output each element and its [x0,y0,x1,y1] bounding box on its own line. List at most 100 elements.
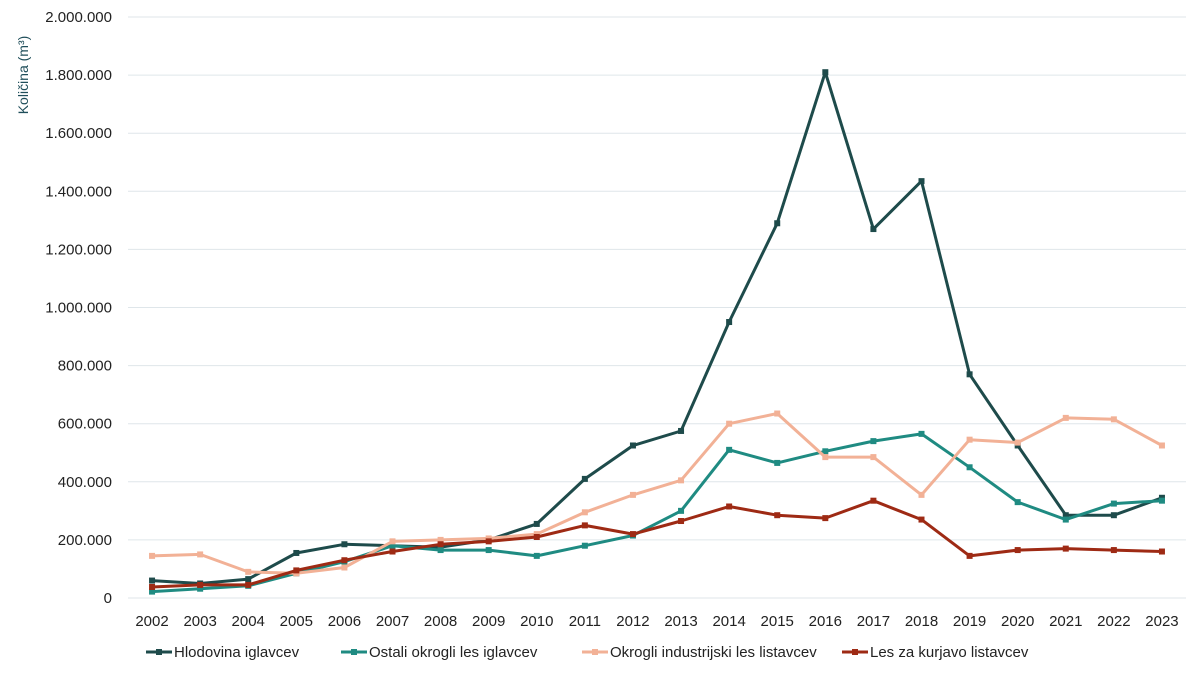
series-1 [149,69,1165,587]
data-point [1062,516,1069,523]
data-point [1014,499,1021,506]
data-point [533,552,540,559]
y-tick-label: 1.600.000 [45,125,112,142]
y-tick-label: 200.000 [58,532,112,549]
legend-item: Okrogli industrijski les listavcev [582,644,817,661]
x-tick-label: 2018 [905,613,938,630]
data-point [485,547,492,554]
gridlines [128,16,1186,599]
data-point [774,512,781,519]
series-line [150,499,1164,589]
data-point [966,464,973,471]
data-point [197,581,204,588]
data-point [629,531,636,538]
x-tick-label: 2016 [809,613,842,630]
data-point [197,551,204,558]
x-tick-label: 2011 [569,613,601,630]
data-point [1062,545,1069,552]
legend-label: Ostali okrogli les iglavcev [369,644,538,661]
data-point [678,518,685,525]
x-tick-label: 2007 [376,613,409,630]
data-point [1062,414,1069,421]
data-point [726,503,733,510]
data-point [822,69,829,76]
x-tick-label: 2010 [520,613,553,630]
data-point [1158,497,1165,504]
data-point [341,564,348,571]
data-point [149,583,156,590]
data-point [533,520,540,527]
data-point [966,552,973,559]
series-2 [149,430,1165,595]
x-tick-label: 2014 [712,613,745,630]
data-point [581,509,588,516]
x-tick-label: 2020 [1001,613,1034,630]
x-axis-ticks: 2002 2003 2004 2005 2006 2007 2008 2009 2010 2011… [135,613,1178,630]
data-point [629,491,636,498]
data-point [1158,548,1165,555]
legend-label: Hlodovina iglavcev [174,644,300,661]
y-axis-title: Količina (m³) [15,36,31,115]
x-tick-label: 2006 [328,613,361,630]
series-3 [149,410,1165,577]
series-line [150,70,1164,585]
data-point [822,454,829,461]
x-tick-label: 2013 [664,613,697,630]
data-point [1014,547,1021,554]
data-point [774,459,781,466]
data-point [533,533,540,540]
data-point [966,436,973,443]
data-point [774,410,781,417]
data-point [726,319,733,326]
data-point [149,588,156,595]
data-point [389,538,396,545]
y-tick-label: 800.000 [58,358,112,375]
data-point [1110,512,1117,519]
data-point [870,226,877,233]
data-point [678,477,685,484]
data-point [678,427,685,434]
data-point [149,552,156,559]
data-point [870,454,877,461]
data-point [437,541,444,548]
data-point [1110,500,1117,507]
data-point [197,585,204,592]
legend-marker [852,649,858,655]
data-point [822,515,829,522]
data-point [245,581,252,588]
data-point [437,547,444,554]
data-point [870,497,877,504]
data-point [1158,442,1165,449]
data-point [341,541,348,548]
data-point [437,536,444,543]
x-tick-label: 2019 [953,613,986,630]
x-tick-label: 2004 [232,613,265,630]
series-4 [149,497,1165,590]
y-tick-label: 0 [104,590,112,607]
data-point [918,430,925,437]
legend-item: Hlodovina iglavcev [146,644,300,661]
x-tick-label: 2012 [616,613,649,630]
data-point [966,371,973,378]
data-point [1062,512,1069,519]
data-point [918,491,925,498]
data-point [1110,547,1117,554]
legend-marker [156,649,162,655]
y-axis-ticks: 0 200.000 400.000 600.000 800.000 1.000.000 1.… [45,9,112,607]
x-tick-label: 2002 [135,613,168,630]
x-tick-label: 2017 [857,613,890,630]
y-tick-label: 2.000.000 [45,9,112,26]
data-point [341,557,348,564]
legend-label: Okrogli industrijski les listavcev [610,644,817,661]
x-tick-label: 2015 [761,613,794,630]
x-tick-label: 2021 [1049,613,1082,630]
y-tick-label: 400.000 [58,474,112,491]
data-point [581,522,588,529]
legend: Hlodovina iglavcev Ostali okrogli les igl… [146,644,1029,661]
data-point [1014,439,1021,446]
legend-item: Les za kurjavo listavcev [842,644,1029,661]
x-tick-label: 2005 [280,613,313,630]
data-point [245,568,252,575]
data-point [726,420,733,427]
data-point [581,475,588,482]
